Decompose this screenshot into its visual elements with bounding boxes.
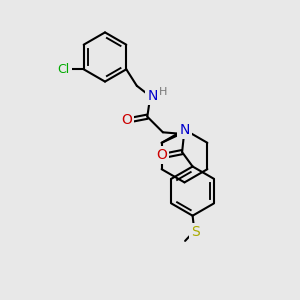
Text: S: S xyxy=(190,226,200,239)
Text: Cl: Cl xyxy=(58,63,70,76)
Text: O: O xyxy=(156,148,167,162)
Text: H: H xyxy=(159,87,167,98)
Text: N: N xyxy=(179,123,190,136)
Text: N: N xyxy=(147,89,158,103)
Text: O: O xyxy=(121,113,132,127)
